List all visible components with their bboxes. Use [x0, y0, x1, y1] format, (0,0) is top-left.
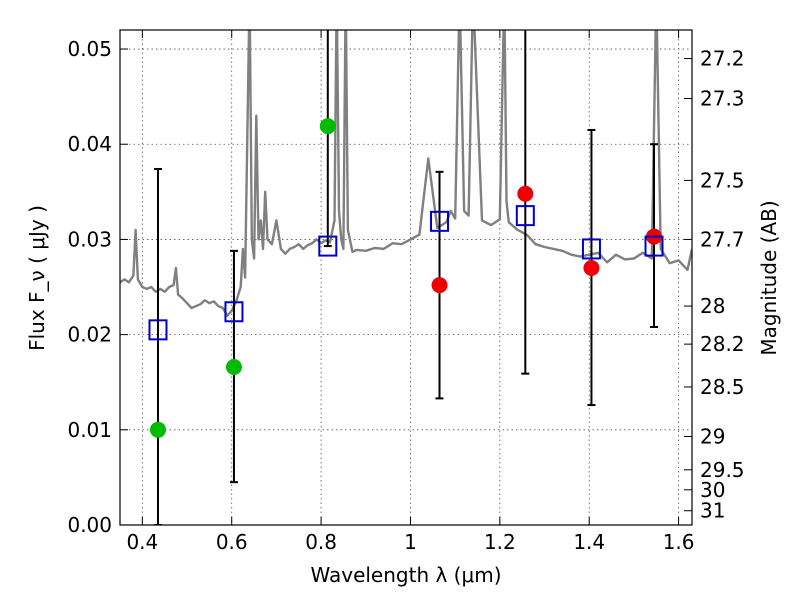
x-tick-label: 1.6	[663, 530, 695, 554]
x-tick-label: 1.2	[484, 530, 516, 554]
photometry-square	[430, 210, 450, 232]
x-tick-label: 0.4	[126, 530, 158, 554]
photometry-square	[318, 235, 338, 257]
data-point	[583, 259, 600, 276]
plot-frame	[119, 29, 693, 526]
right-tick-label: 27.7	[700, 227, 745, 251]
photometry-square	[515, 205, 535, 227]
photometry-square	[644, 235, 664, 257]
right-tick-label: 28.2	[700, 332, 745, 356]
data-point	[431, 277, 448, 294]
right-tick-label: 30	[700, 478, 725, 502]
photometry-square	[581, 238, 601, 260]
right-tick-label: 27.5	[700, 168, 745, 192]
right-tick-label: 29.5	[700, 458, 745, 482]
right-tick-label: 29	[700, 424, 725, 448]
data-point	[319, 118, 336, 135]
y-tick-label: 0.05	[67, 37, 112, 61]
data-point	[225, 358, 242, 375]
right-tick-label: 27.3	[700, 87, 745, 111]
y-tick-label: 0.04	[67, 132, 112, 156]
right-tick-label: 31	[700, 499, 725, 523]
right-tick-label: 28	[700, 294, 725, 318]
x-tick-label: 0.8	[305, 530, 337, 554]
x-tick-label: 1	[404, 530, 417, 554]
right-tick-label: 27.2	[700, 47, 745, 71]
y-tick-label: 0.01	[67, 418, 112, 442]
y-axis-label: Flux F_ν ( μJy )	[25, 205, 49, 351]
y-tick-label: 0.03	[67, 227, 112, 251]
axis-ticks	[120, 30, 692, 526]
x-tick-label: 0.6	[216, 530, 248, 554]
data-point	[149, 421, 166, 438]
x-axis-label: Wavelength λ (μm)	[310, 563, 501, 587]
x-tick-label: 1.4	[573, 530, 605, 554]
data-point	[517, 185, 534, 202]
right-axis-label: Magnitude (AB)	[757, 200, 781, 355]
y-tick-label: 0.02	[67, 323, 112, 347]
photometry-square	[148, 319, 168, 341]
right-tick-label: 28.5	[700, 375, 745, 399]
photometry-square	[224, 301, 244, 323]
data-points	[148, 118, 664, 438]
tick-labels: 0.4 0.6 0.8 1 1.2 1.4 1.6 0.00 0.01 0.02 0.03 0.04 0…	[67, 37, 744, 554]
y-tick-label: 0.00	[67, 513, 112, 537]
